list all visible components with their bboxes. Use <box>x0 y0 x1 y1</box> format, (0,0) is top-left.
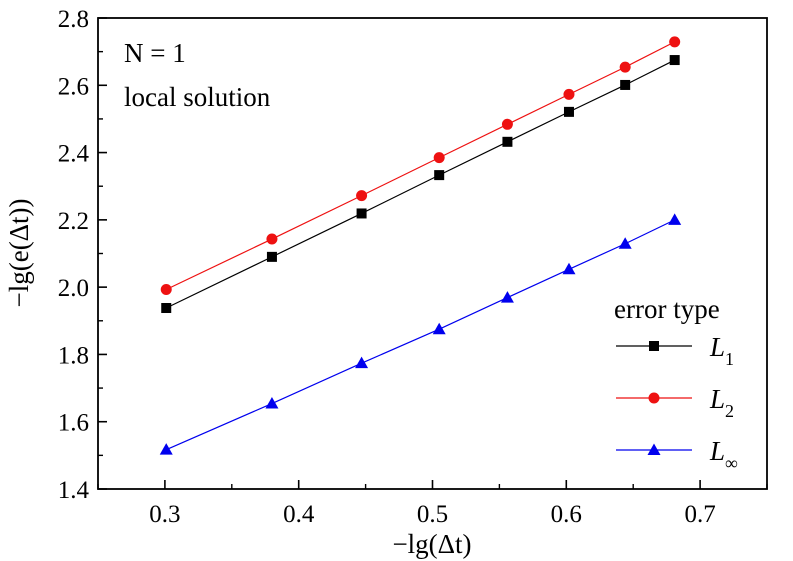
legend-entry: L∞ <box>616 436 738 473</box>
y-axis-title: −lg(e(Δt)) <box>4 198 34 307</box>
y-tick-label: 2.4 <box>58 141 90 168</box>
series-3 <box>159 213 682 455</box>
data-point <box>618 237 632 249</box>
data-point <box>669 36 681 48</box>
x-tick-label: 0.7 <box>684 501 715 528</box>
y-tick-label: 2.8 <box>58 6 89 33</box>
series-1 <box>161 55 680 314</box>
series-line <box>165 219 675 451</box>
data-point <box>433 152 445 164</box>
x-tick-label: 0.4 <box>283 501 315 528</box>
legend-title: error type <box>614 294 720 324</box>
data-point <box>159 443 173 455</box>
data-point <box>563 106 574 117</box>
data-point <box>620 79 631 90</box>
legend-entry: L1 <box>616 332 734 369</box>
series-layer <box>159 36 682 455</box>
annotation-solution: local solution <box>124 82 271 112</box>
legend: error type L1 L2 L∞ <box>614 294 738 473</box>
legend-label: L1 <box>709 332 734 369</box>
x-axis: 0.3 0.4 0.5 0.6 0.7 <box>97 480 768 528</box>
data-point <box>562 262 576 275</box>
data-point <box>619 61 631 73</box>
y-tick-label: 2.0 <box>58 275 89 302</box>
data-point <box>563 88 575 100</box>
legend-label: L2 <box>709 384 734 421</box>
data-point <box>265 397 279 409</box>
y-tick-label: 1.8 <box>58 342 89 369</box>
legend-marker <box>648 392 660 404</box>
y-tick-label: 2.2 <box>58 208 89 235</box>
data-point <box>266 233 278 245</box>
x-tick-label: 0.3 <box>149 501 180 528</box>
data-point <box>356 208 367 219</box>
legend-label: L∞ <box>709 436 738 473</box>
x-axis-title: −lg(Δt) <box>392 529 471 559</box>
data-point <box>356 190 368 202</box>
data-point <box>355 356 369 369</box>
data-point <box>502 136 513 147</box>
legend-marker <box>649 341 659 351</box>
y-axis: 1.4 1.6 1.8 2.0 2.2 2.4 2.6 2.8 <box>58 6 107 504</box>
data-point <box>160 283 172 295</box>
y-tick-label: 2.6 <box>58 73 89 100</box>
legend-entry: L2 <box>616 384 734 421</box>
data-point <box>669 55 680 66</box>
x-tick-label: 0.6 <box>551 501 582 528</box>
series-line <box>165 59 675 309</box>
x-tick-label: 0.5 <box>417 501 448 528</box>
data-point <box>668 213 682 225</box>
data-point <box>501 118 513 130</box>
series-line <box>165 41 675 291</box>
data-point <box>432 322 446 335</box>
data-point <box>500 291 514 303</box>
data-point <box>434 170 445 181</box>
y-tick-label: 1.6 <box>58 410 89 437</box>
data-point <box>161 303 172 314</box>
y-tick-label: 1.4 <box>58 477 90 504</box>
legend-marker <box>647 443 661 455</box>
annotation-n: N = 1 <box>124 38 186 68</box>
data-point <box>266 251 277 262</box>
series-2 <box>160 36 681 295</box>
